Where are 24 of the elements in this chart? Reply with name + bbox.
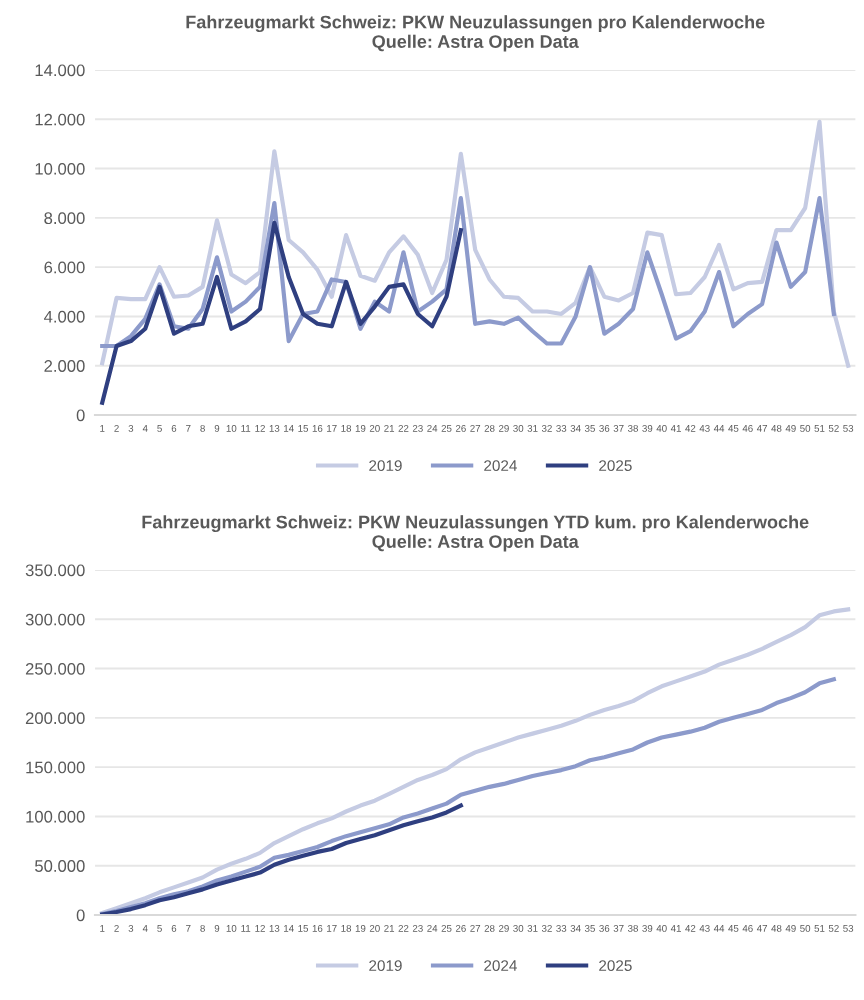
chart-title: Fahrzeugmarkt Schweiz: PKW Neuzulassungen pro Kalenderwoche Quelle: Astra Open Data xyxy=(186,15,765,52)
y-tick-label: 0 xyxy=(76,409,85,422)
line-series xyxy=(100,119,851,368)
y-tick-label: 200.000 xyxy=(25,712,85,725)
y-tick-label: 0 xyxy=(76,909,85,922)
y-tick-label: 250.000 xyxy=(25,662,85,675)
line-series xyxy=(100,196,836,349)
y-tick-label: 12.000 xyxy=(35,113,85,126)
y-tick-label: 2.000 xyxy=(44,360,85,372)
y-tick-label: 350.000 xyxy=(25,564,85,577)
y-tick-label: 50.000 xyxy=(35,860,85,872)
y-tick-label: 10.000 xyxy=(35,162,85,175)
y-tick-label: 8.000 xyxy=(44,212,85,225)
line-series xyxy=(100,607,851,915)
y-tick-label: 14.000 xyxy=(35,64,85,77)
line-series xyxy=(100,803,463,915)
line-series xyxy=(100,220,463,405)
chart-title: Fahrzeugmarkt Schweiz: PKW Neuzulassungen YTD kum. pro Kalenderwoche Quelle: Astra Open Data xyxy=(142,515,809,552)
y-tick-label: 300.000 xyxy=(25,613,85,626)
y-tick-label: 150.000 xyxy=(26,761,85,774)
y-tick-label: 4.000 xyxy=(44,310,85,323)
line-series xyxy=(100,677,836,915)
y-tick-label: 100.000 xyxy=(26,810,85,823)
y-tick-label: 6.000 xyxy=(44,261,85,274)
